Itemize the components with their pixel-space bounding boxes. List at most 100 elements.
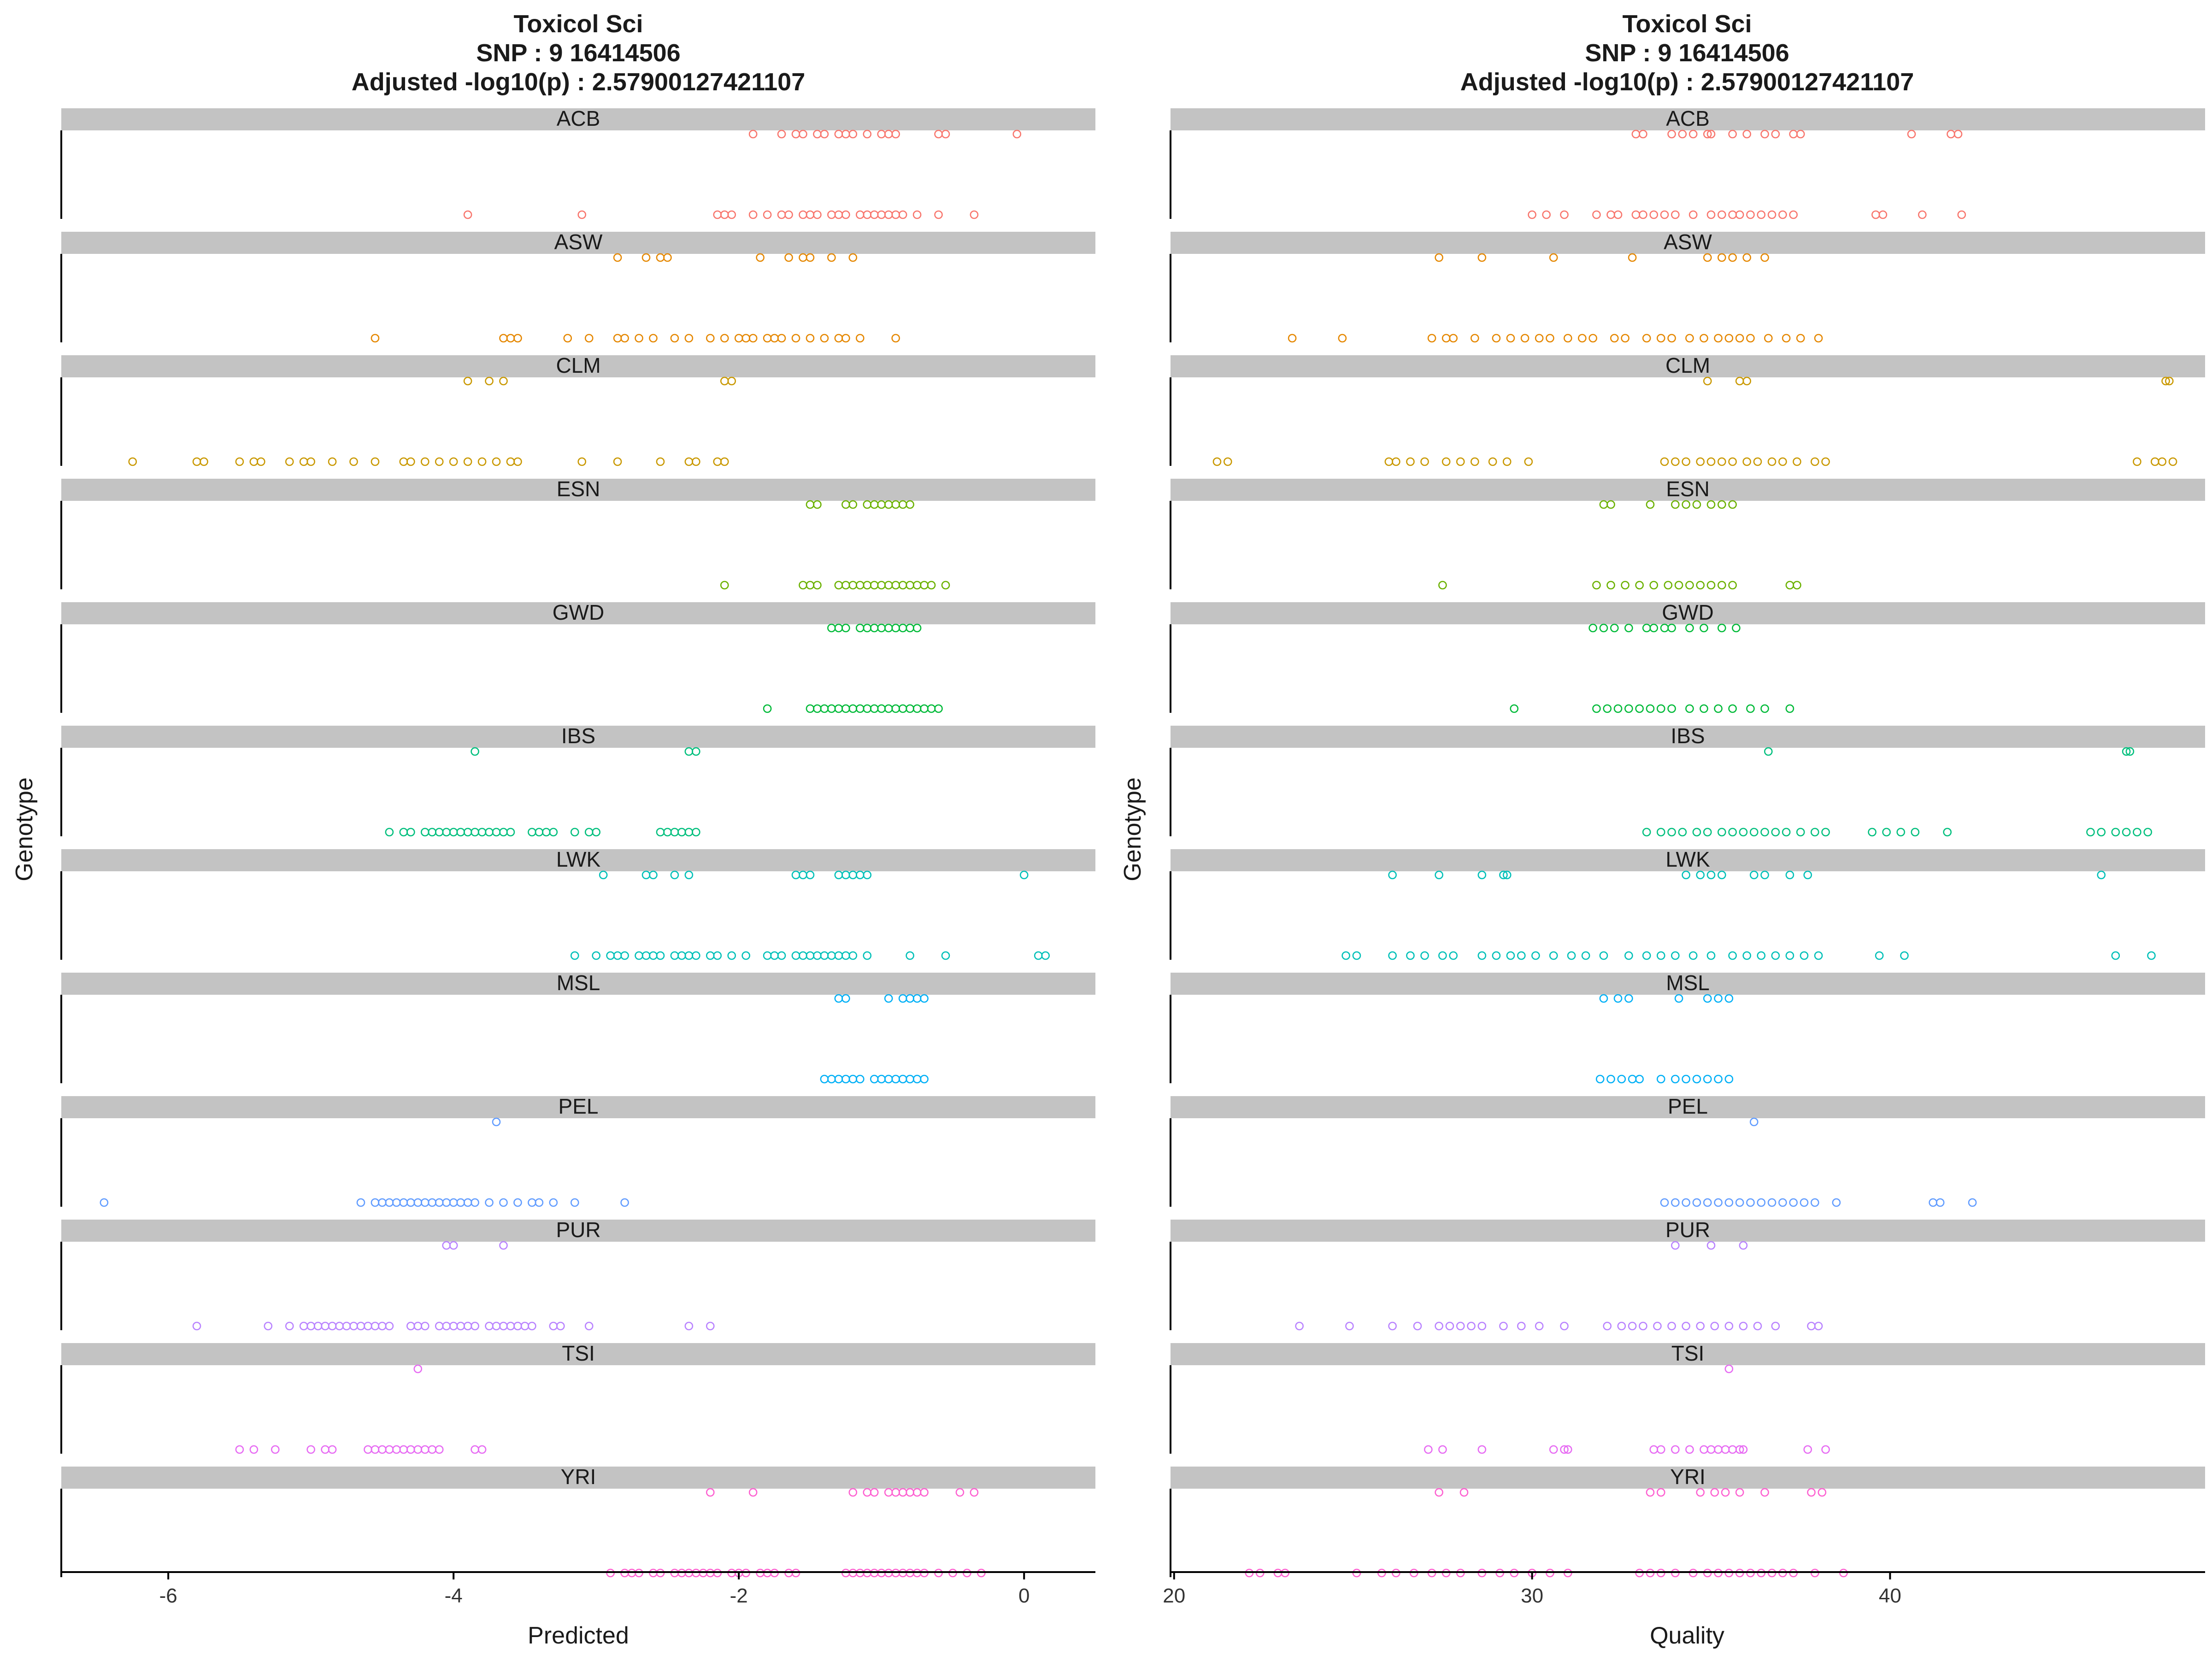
data-point <box>870 1488 879 1497</box>
data-point <box>399 1445 408 1454</box>
data-point <box>1785 581 1794 590</box>
data-point <box>684 747 694 756</box>
x-tick-label: -4 <box>445 1585 463 1607</box>
data-point <box>1717 253 1726 262</box>
data-point <box>1753 457 1762 466</box>
data-point <box>1782 828 1791 837</box>
data-point <box>891 1074 900 1084</box>
data-point <box>1703 1074 1712 1084</box>
data-point <box>471 1445 479 1454</box>
data-point <box>841 994 850 1003</box>
data-point <box>891 1488 900 1497</box>
facet-ibs: IBS <box>1170 724 2205 837</box>
data-point <box>1588 334 1597 343</box>
data-point <box>1499 1321 1508 1331</box>
data-point <box>1717 457 1726 466</box>
facet-strip <box>61 232 1095 254</box>
data-point <box>249 457 259 466</box>
data-point <box>1771 828 1780 837</box>
data-point <box>1742 376 1751 386</box>
data-point <box>1821 828 1830 837</box>
data-point <box>855 704 865 713</box>
x-tick-label: 40 <box>1879 1585 1901 1607</box>
chart-title-line-1: Toxicol Sci <box>1622 10 1752 38</box>
data-point <box>1613 210 1623 219</box>
data-point <box>477 828 487 837</box>
data-point <box>763 951 772 960</box>
data-point <box>1703 376 1712 386</box>
data-point <box>556 1321 565 1331</box>
data-point <box>891 704 900 713</box>
data-point <box>848 581 858 590</box>
facet-pur: PUR <box>60 1218 1095 1331</box>
x-axis-label: Predicted <box>528 1622 629 1649</box>
data-point <box>656 828 665 837</box>
data-point <box>1549 951 1558 960</box>
facet-strip <box>61 602 1095 624</box>
data-point <box>606 951 615 960</box>
data-point <box>1546 334 1554 343</box>
data-point <box>1682 1198 1690 1207</box>
data-point <box>884 129 893 139</box>
facet-strip <box>61 1096 1095 1118</box>
facet-pur: PUR <box>1170 1218 2205 1331</box>
data-point <box>1671 1074 1680 1084</box>
data-point <box>1671 1445 1680 1454</box>
data-point <box>1506 951 1515 960</box>
data-point <box>399 457 408 466</box>
data-point <box>463 376 472 386</box>
data-point <box>1760 828 1769 837</box>
data-point <box>584 1321 594 1331</box>
data-point <box>884 581 893 590</box>
data-point <box>891 623 900 633</box>
data-point <box>506 334 515 343</box>
data-point <box>528 828 536 837</box>
data-point <box>1821 457 1830 466</box>
facet-label: MSL <box>557 971 600 995</box>
data-point <box>1749 828 1759 837</box>
data-point <box>1703 129 1712 139</box>
data-point <box>1814 951 1823 960</box>
data-point <box>399 828 408 837</box>
data-point <box>912 704 922 713</box>
data-point <box>791 129 800 139</box>
data-point <box>848 870 858 880</box>
facet-strip <box>1171 355 2205 377</box>
data-point <box>1628 1074 1637 1084</box>
data-point <box>313 1321 323 1331</box>
data-point <box>335 1321 344 1331</box>
data-point <box>1667 334 1676 343</box>
facet-label: LWK <box>1665 847 1710 871</box>
data-point <box>841 581 850 590</box>
data-point <box>1742 457 1751 466</box>
data-point <box>1760 1488 1769 1497</box>
data-point <box>877 1074 886 1084</box>
facet-label: TSI <box>1671 1341 1705 1365</box>
data-point <box>2150 457 2159 466</box>
data-point <box>492 457 501 466</box>
data-point <box>1767 1198 1777 1207</box>
data-point <box>371 334 380 343</box>
data-point <box>1678 129 1687 139</box>
data-point <box>1606 210 1615 219</box>
data-point <box>249 1445 259 1454</box>
data-point <box>1392 457 1400 466</box>
data-point <box>927 704 936 713</box>
data-point <box>684 1321 694 1331</box>
data-point <box>799 951 807 960</box>
data-point <box>863 581 872 590</box>
data-point <box>485 828 494 837</box>
data-point <box>1757 1198 1766 1207</box>
data-point <box>1635 1074 1644 1084</box>
data-point <box>1649 1445 1659 1454</box>
data-point <box>670 870 679 880</box>
data-point <box>827 704 836 713</box>
data-point <box>1012 129 1022 139</box>
facet-strip <box>1171 1467 2205 1489</box>
data-point <box>1767 210 1777 219</box>
data-point <box>955 1488 965 1497</box>
chart-title-line-3: Adjusted -log10(p) : 2.57900127421107 <box>352 68 805 96</box>
data-point <box>584 334 594 343</box>
data-point <box>1810 828 1819 837</box>
data-point <box>827 210 836 219</box>
